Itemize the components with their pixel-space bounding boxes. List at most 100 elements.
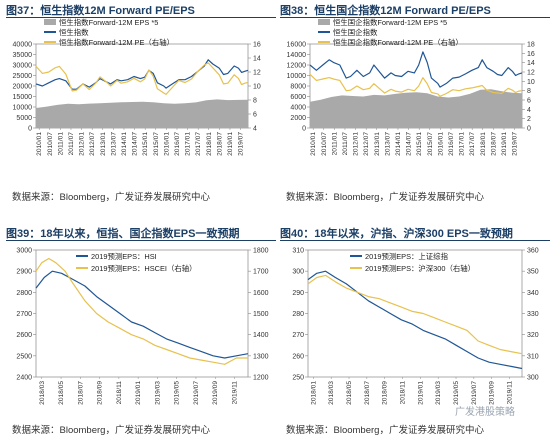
x-tick-label: 2019/09 bbox=[489, 381, 496, 405]
x-tick-label: 2015/07 bbox=[153, 132, 160, 156]
legend-swatch bbox=[318, 19, 330, 25]
series-line bbox=[307, 274, 523, 355]
y-left-tick-label: 2600 bbox=[16, 332, 32, 339]
y-right-tick-label: 1400 bbox=[253, 332, 269, 339]
y-left-tick-label: 40000 bbox=[13, 42, 33, 49]
x-tick-label: 2015/07 bbox=[427, 132, 434, 156]
x-tick-label: 2010/07 bbox=[47, 132, 54, 156]
x-tick-label: 2011/01 bbox=[57, 132, 64, 156]
series-area bbox=[310, 89, 522, 128]
y-left-tick-label: 10000 bbox=[13, 105, 33, 112]
x-tick-label: 2019/05 bbox=[174, 381, 181, 405]
x-tick-label: 2017/07 bbox=[195, 132, 202, 156]
y-right-tick-label: 1600 bbox=[253, 290, 269, 297]
y-left-tick-label: 12000 bbox=[287, 63, 307, 70]
y-right-tick-label: 4 bbox=[253, 126, 257, 133]
y-left-tick-label: 270 bbox=[292, 332, 304, 339]
x-tick-label: 2010/01 bbox=[310, 132, 317, 156]
y-right-tick-label: 18 bbox=[527, 42, 535, 49]
x-tick-label: 2011/07 bbox=[342, 132, 349, 156]
y-right-tick-label: 8 bbox=[253, 98, 257, 105]
series-line bbox=[35, 59, 249, 90]
y-left-tick-label: 0 bbox=[28, 126, 32, 133]
x-tick-label: 2018/07 bbox=[364, 381, 371, 405]
source-note: 数据来源：Bloomberg，广发证券发展研究中心 bbox=[12, 425, 210, 436]
x-tick-label: 2012/01 bbox=[79, 132, 86, 156]
x-tick-label: 2019/01 bbox=[501, 132, 508, 156]
x-tick-label: 2019/01 bbox=[417, 381, 424, 405]
chart-title: 图40：18年以来，沪指、沪深300 EPS一致预期 bbox=[280, 225, 550, 241]
x-tick-label: 2011/01 bbox=[331, 132, 338, 156]
y-left-tick-label: 25000 bbox=[13, 73, 33, 80]
chart-title: 图39：18年以来，恒指、国企指数EPS一致预期 bbox=[6, 225, 276, 241]
y-left-tick-label: 0 bbox=[302, 126, 306, 133]
y-right-tick-label: 300 bbox=[527, 375, 539, 382]
y-left-tick-label: 2000 bbox=[290, 115, 306, 122]
y-right-tick-label: 10 bbox=[253, 84, 261, 91]
chart-fig37: 0 5000 10000 15000 20000 25000 30000 35000 40000… bbox=[13, 18, 261, 156]
legend-label: 恒生指数Forward-12M EPS *5 bbox=[59, 18, 158, 27]
y-right-tick-label: 340 bbox=[527, 290, 539, 297]
x-tick-label: 2016/07 bbox=[174, 132, 181, 156]
source-note: 数据来源：Bloomberg，广发证券发展研究中心 bbox=[286, 425, 484, 436]
y-right-tick-label: 310 bbox=[527, 353, 539, 360]
series-line bbox=[35, 270, 249, 359]
y-right-tick-label: 1200 bbox=[253, 375, 269, 382]
x-tick-label: 2018/09 bbox=[382, 381, 389, 405]
chart-fig40: 250 260 270 280 290 300 310 300 310 320 330 340 350 3… bbox=[292, 248, 539, 405]
y-left-tick-label: 4000 bbox=[290, 105, 306, 112]
panel-fig40: 图40：18年以来，沪指、沪深300 EPS一致预期 250 260 270 280 2… bbox=[280, 225, 550, 437]
x-tick-label: 2013/01 bbox=[374, 132, 381, 156]
x-tick-label: 2014/07 bbox=[406, 132, 413, 156]
y-left-tick-label: 15000 bbox=[13, 94, 33, 101]
x-tick-label: 2016/07 bbox=[448, 132, 455, 156]
panel-fig37: 图37：恒生指数12M Forward PE/EPS 0 5000 10000 150… bbox=[6, 2, 276, 203]
x-tick-label: 2018/05 bbox=[58, 381, 65, 405]
y-left-tick-label: 260 bbox=[292, 353, 304, 360]
series-line bbox=[309, 73, 523, 97]
x-tick-label: 2013/07 bbox=[110, 132, 117, 156]
series-line bbox=[309, 51, 523, 88]
y-left-tick-label: 35000 bbox=[13, 52, 33, 59]
chart-title: 图38：恒生国企指数12M Forward PE/EPS bbox=[280, 2, 550, 18]
legend-label: 2019预测EPS：HSCEI（右轴） bbox=[91, 264, 197, 273]
y-right-tick-label: 12 bbox=[253, 70, 261, 77]
legend-swatch bbox=[44, 19, 56, 25]
x-tick-label: 2019/11 bbox=[232, 381, 239, 405]
legend-label: 恒生国企指数Forward-12M EPS *5 bbox=[333, 18, 447, 27]
x-tick-label: 2018/07 bbox=[216, 132, 223, 156]
x-tick-label: 2018/11 bbox=[116, 381, 123, 405]
legend-label: 恒生国企指数 bbox=[333, 28, 378, 37]
y-left-tick-label: 280 bbox=[292, 311, 304, 318]
y-right-tick-label: 330 bbox=[527, 311, 539, 318]
legend-label: 2019预测EPS：上证综指 bbox=[365, 252, 449, 261]
y-right-tick-label: 10 bbox=[527, 79, 535, 86]
y-right-tick-label: 350 bbox=[527, 269, 539, 276]
x-tick-label: 2012/01 bbox=[353, 132, 360, 156]
x-tick-label: 2019/03 bbox=[435, 381, 442, 405]
y-right-tick-label: 0 bbox=[527, 126, 531, 133]
y-left-tick-label: 10000 bbox=[287, 73, 307, 80]
panel-fig38: 图38：恒生国企指数12M Forward PE/EPS 0 2000 4000 60… bbox=[280, 2, 550, 203]
y-left-tick-label: 16000 bbox=[287, 42, 307, 49]
x-tick-label: 2018/11 bbox=[400, 381, 407, 405]
legend-label: 恒生指数 bbox=[59, 28, 89, 37]
y-right-tick-label: 1700 bbox=[253, 269, 269, 276]
x-tick-label: 2018/09 bbox=[97, 381, 104, 405]
x-tick-label: 2019/07 bbox=[471, 381, 478, 405]
x-tick-label: 2018/05 bbox=[346, 381, 353, 405]
x-tick-label: 2017/01 bbox=[459, 132, 466, 156]
y-right-tick-label: 16 bbox=[527, 51, 535, 58]
y-left-tick-label: 2500 bbox=[16, 353, 32, 360]
y-left-tick-label: 2700 bbox=[16, 311, 32, 318]
panel-fig39: 图39：18年以来，恒指、国企指数EPS一致预期 2400 2500 2600 270… bbox=[6, 225, 276, 437]
legend-label: 恒生指数Forward-12M PE（右轴） bbox=[59, 38, 174, 47]
x-tick-label: 2012/07 bbox=[363, 132, 370, 156]
y-right-tick-label: 14 bbox=[253, 56, 261, 63]
x-tick-label: 2018/01 bbox=[310, 381, 317, 405]
x-tick-label: 2015/01 bbox=[142, 132, 149, 156]
y-left-tick-label: 310 bbox=[292, 248, 304, 255]
y-left-tick-label: 6000 bbox=[290, 94, 306, 101]
series-line bbox=[35, 62, 249, 96]
x-tick-label: 2014/01 bbox=[395, 132, 402, 156]
